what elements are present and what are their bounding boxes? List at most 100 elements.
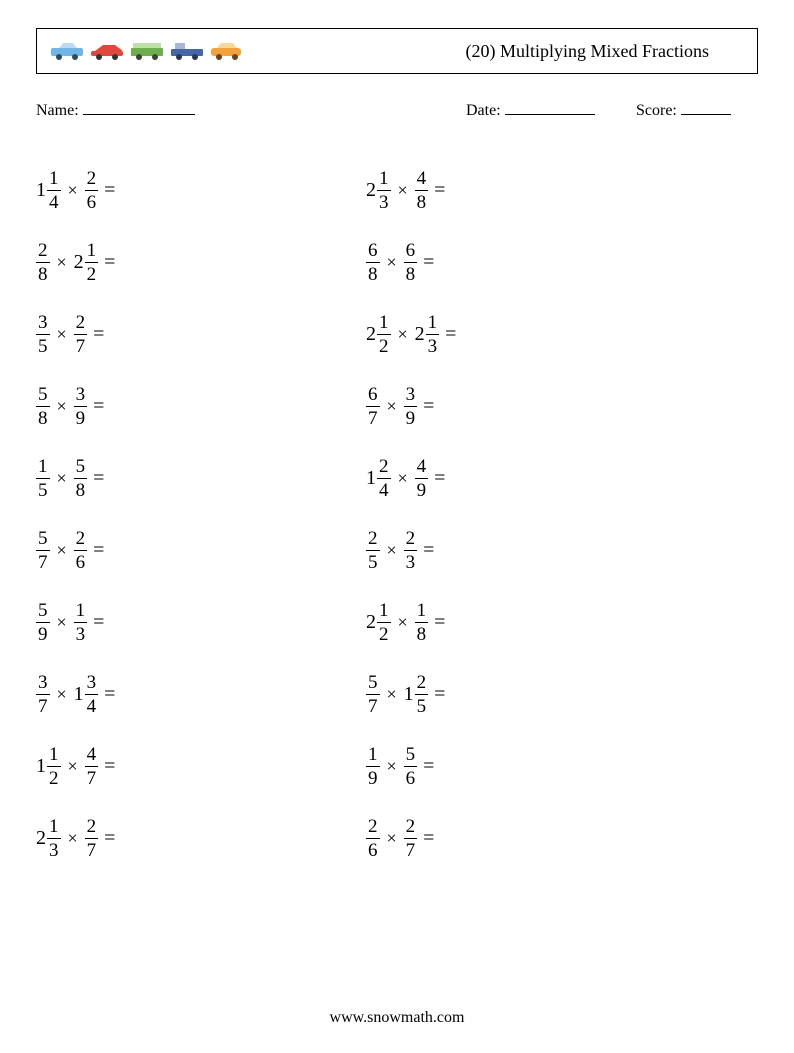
car-icon (129, 41, 165, 61)
denominator: 9 (74, 407, 88, 428)
car-icon (49, 41, 85, 61)
problem: 2 8 × 2 1 2 = (36, 226, 366, 298)
denominator: 7 (366, 695, 380, 716)
numerator: 1 (426, 313, 440, 335)
whole-number: 2 (36, 827, 47, 850)
problems-grid: 1 1 4 × 2 6 = 2 8 × 2 1 2 = 3 (36, 154, 758, 874)
whole-number: 2 (366, 323, 377, 346)
equals-symbol: = (417, 539, 434, 562)
numerator: 6 (366, 241, 380, 263)
score-blank (681, 100, 731, 115)
numerator: 5 (36, 601, 50, 623)
fraction: 1 5 (36, 457, 50, 500)
equals-symbol: = (98, 179, 115, 202)
fraction: 5 7 (36, 529, 50, 572)
denominator: 3 (377, 191, 391, 212)
denominator: 8 (415, 623, 429, 644)
numerator: 4 (85, 745, 99, 767)
denominator: 3 (404, 551, 418, 572)
denominator: 7 (404, 839, 418, 860)
numerator: 1 (377, 313, 391, 335)
denominator: 4 (85, 695, 99, 716)
equals-symbol: = (87, 467, 104, 490)
problem: 5 8 × 3 9 = (36, 370, 366, 442)
times-symbol: × (50, 468, 74, 489)
fraction: 2 6 (85, 169, 99, 212)
problem: 5 9 × 1 3 = (36, 586, 366, 658)
fraction: 1 3 (377, 169, 391, 212)
equals-symbol: = (98, 251, 115, 274)
header-box: (20) Multiplying Mixed Fractions (36, 28, 758, 74)
fraction: 5 6 (404, 745, 418, 788)
times-symbol: × (391, 612, 415, 633)
numerator: 1 (415, 601, 429, 623)
fraction: 3 5 (36, 313, 50, 356)
whole-number: 2 (74, 251, 85, 274)
fraction: 3 7 (36, 673, 50, 716)
denominator: 7 (85, 839, 99, 860)
numerator: 5 (366, 673, 380, 695)
times-symbol: × (50, 684, 74, 705)
numerator: 1 (377, 169, 391, 191)
name-blank (83, 100, 195, 115)
fraction: 2 3 (404, 529, 418, 572)
whole-number: 1 (404, 683, 415, 706)
denominator: 4 (377, 479, 391, 500)
fraction: 6 8 (366, 241, 380, 284)
numerator: 2 (74, 529, 88, 551)
numerator: 2 (366, 817, 380, 839)
fraction: 1 2 (47, 745, 61, 788)
equals-symbol: = (98, 755, 115, 778)
denominator: 8 (415, 191, 429, 212)
denominator: 8 (36, 263, 50, 284)
problem: 6 8 × 6 8 = (366, 226, 696, 298)
problem: 1 1 4 × 2 6 = (36, 154, 366, 226)
whole-number: 1 (74, 683, 85, 706)
fraction: 2 4 (377, 457, 391, 500)
denominator: 8 (36, 407, 50, 428)
denominator: 8 (74, 479, 88, 500)
equals-symbol: = (87, 611, 104, 634)
numerator: 5 (404, 745, 418, 767)
fraction: 6 7 (366, 385, 380, 428)
denominator: 6 (404, 767, 418, 788)
fraction: 3 9 (404, 385, 418, 428)
problem-column-left: 1 1 4 × 2 6 = 2 8 × 2 1 2 = 3 (36, 154, 366, 874)
fraction: 4 7 (85, 745, 99, 788)
problem: 2 1 3 × 4 8 = (366, 154, 696, 226)
fraction: 1 2 (377, 313, 391, 356)
footer-url: www.snowmath.com (0, 1009, 794, 1027)
whole-number: 1 (36, 755, 47, 778)
problem: 2 5 × 2 3 = (366, 514, 696, 586)
problem: 6 7 × 3 9 = (366, 370, 696, 442)
numerator: 3 (36, 673, 50, 695)
fraction: 1 4 (47, 169, 61, 212)
denominator: 2 (47, 767, 61, 788)
fraction: 2 8 (36, 241, 50, 284)
times-symbol: × (50, 540, 74, 561)
numerator: 1 (47, 817, 61, 839)
denominator: 4 (47, 191, 61, 212)
numerator: 1 (47, 745, 61, 767)
fraction: 2 7 (74, 313, 88, 356)
numerator: 2 (377, 457, 391, 479)
problem: 1 9 × 5 6 = (366, 730, 696, 802)
numerator: 2 (74, 313, 88, 335)
equals-symbol: = (428, 467, 445, 490)
numerator: 2 (366, 529, 380, 551)
fraction: 1 3 (47, 817, 61, 860)
times-symbol: × (380, 684, 404, 705)
fraction: 2 5 (415, 673, 429, 716)
numerator: 1 (36, 457, 50, 479)
problem: 2 1 2 × 1 8 = (366, 586, 696, 658)
fraction: 2 5 (366, 529, 380, 572)
date-blank (505, 100, 595, 115)
times-symbol: × (380, 540, 404, 561)
numerator: 2 (85, 169, 99, 191)
problem: 1 5 × 5 8 = (36, 442, 366, 514)
problem-column-right: 2 1 3 × 4 8 = 6 8 × 6 8 = 2 1 (366, 154, 696, 874)
fraction: 6 8 (404, 241, 418, 284)
equals-symbol: = (87, 395, 104, 418)
equals-symbol: = (417, 251, 434, 274)
car-icon (209, 41, 245, 61)
